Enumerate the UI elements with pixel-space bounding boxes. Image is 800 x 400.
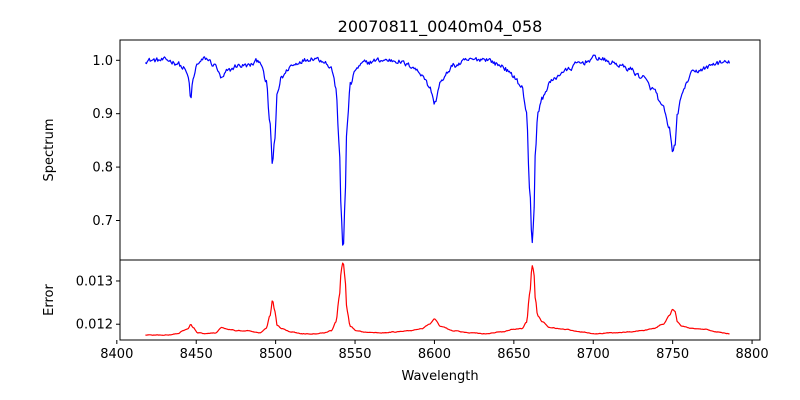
spectrum-y-tick-label: 0.7 [92, 214, 113, 229]
x-tick-label: 8700 [577, 347, 610, 362]
plot-panels: 0.7 0.8 0.9 1.0 Spectrum 0.012 0.013 Error [42, 39, 761, 341]
x-tick-label: 8750 [656, 347, 689, 362]
spectrum-y-tick-label: 0.8 [92, 161, 113, 176]
error-y-axis-label: Error [42, 284, 57, 316]
spectrum-y-tick-label: 1.0 [92, 54, 113, 69]
chart-title: 20070811_0040m04_058 [338, 17, 543, 37]
x-tick-label: 8550 [338, 347, 371, 362]
error-axes-frame [119, 259, 761, 341]
error-series-line [145, 262, 730, 336]
spectrum-y-axis-label: Spectrum [42, 119, 57, 182]
x-tick-label: 8650 [497, 347, 530, 362]
x-tick-label: 8500 [259, 347, 292, 362]
spectrum-y-tick-label: 0.9 [92, 107, 113, 122]
error-y-tick-label: 0.013 [76, 274, 113, 289]
error-y-tick-label: 0.012 [76, 318, 113, 333]
x-axis: 8400 8450 8500 8550 8600 8650 8700 8750 8800 [100, 340, 769, 362]
panel-error: 0.012 0.013 Error [42, 259, 761, 341]
x-tick-label: 8600 [418, 347, 451, 362]
x-tick-label: 8400 [100, 347, 133, 362]
x-tick-label: 8450 [180, 347, 213, 362]
x-tick-label: 8800 [736, 347, 769, 362]
spectrum-series-line [144, 54, 731, 246]
x-axis-label: Wavelength [401, 369, 478, 384]
